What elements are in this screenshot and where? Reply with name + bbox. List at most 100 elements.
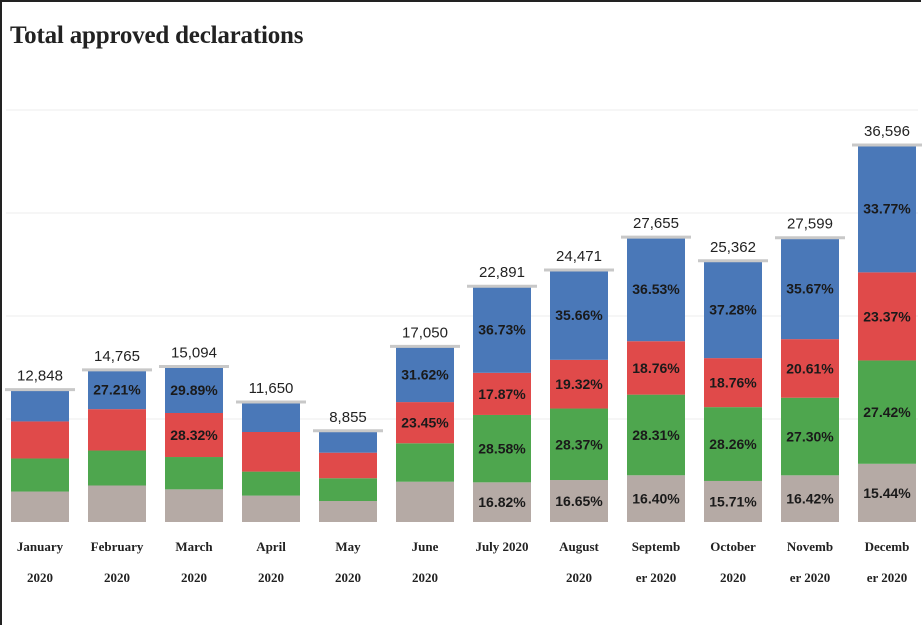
bar-segment-blue xyxy=(165,366,223,414)
bar-segment-green xyxy=(781,397,839,476)
bar-segment-other xyxy=(627,475,685,522)
bar-segment-red xyxy=(396,402,454,444)
segment-percent-label: 36.53% xyxy=(632,281,680,297)
bar-segment-red xyxy=(550,359,608,409)
bar-segment-red xyxy=(319,452,377,479)
bar-segment-other xyxy=(396,481,454,522)
x-tick-label: 2020 xyxy=(566,570,592,585)
x-tick-label: August xyxy=(559,539,599,554)
total-label: 27,655 xyxy=(633,215,679,232)
x-tick-label: 2020 xyxy=(335,570,361,585)
x-tick-label: Decemb xyxy=(865,539,910,554)
x-tick-label: er 2020 xyxy=(636,570,677,585)
segment-percent-label: 33.77% xyxy=(863,201,911,217)
segment-percent-label: 16.82% xyxy=(478,494,526,510)
bar-segment-other xyxy=(165,489,223,522)
segment-percent-label: 17.87% xyxy=(478,386,526,402)
segment-percent-label: 36.73% xyxy=(478,322,526,338)
x-tick-label: er 2020 xyxy=(790,570,831,585)
x-tick-label: October xyxy=(710,539,756,554)
bar-segment-other xyxy=(11,491,69,522)
bar-segment-green xyxy=(11,458,69,492)
total-label: 12,848 xyxy=(17,368,63,385)
segment-percent-label: 28.31% xyxy=(632,427,680,443)
segment-percent-label: 19.32% xyxy=(555,376,603,392)
bar-segment-red xyxy=(627,341,685,395)
bar-segment-blue xyxy=(242,402,300,433)
segment-percent-label: 27.30% xyxy=(786,429,834,445)
segment-percent-label: 23.37% xyxy=(863,308,911,324)
bar-segment-red xyxy=(704,358,762,408)
x-tick-label: 2020 xyxy=(412,570,438,585)
x-tick-label: February xyxy=(91,539,144,554)
total-label: 11,650 xyxy=(249,380,294,397)
x-tick-label: Novemb xyxy=(787,539,833,554)
total-label: 8,855 xyxy=(329,409,367,426)
bar-segment-green xyxy=(396,443,454,482)
x-tick-label: January xyxy=(17,539,64,554)
bar-segment-red xyxy=(11,421,69,459)
x-tick-label: March xyxy=(175,539,213,554)
bar-segment-blue xyxy=(627,237,685,342)
x-tick-label: 2020 xyxy=(720,570,746,585)
bar-segment-green xyxy=(627,394,685,476)
bar-segment-blue xyxy=(704,260,762,359)
bar-segment-blue xyxy=(858,145,916,273)
segment-percent-label: 15.71% xyxy=(709,493,757,509)
bar-segment-red xyxy=(473,372,531,415)
segment-percent-label: 23.45% xyxy=(401,415,449,431)
segment-percent-label: 20.61% xyxy=(786,360,834,376)
total-label: 24,471 xyxy=(556,248,602,265)
total-label: 17,050 xyxy=(402,324,448,341)
segment-percent-label: 18.76% xyxy=(632,360,680,376)
x-tick-label: 2020 xyxy=(104,570,130,585)
bar-segment-green xyxy=(473,414,531,483)
chart-title: Total approved declarations xyxy=(10,22,304,49)
segment-percent-label: 28.32% xyxy=(170,427,218,443)
segment-percent-label: 27.42% xyxy=(863,404,911,420)
segment-percent-label: 29.89% xyxy=(170,382,218,398)
x-tick-label: June xyxy=(412,539,439,554)
bar-segment-other xyxy=(473,482,531,522)
bar-segment-other xyxy=(704,480,762,522)
segment-percent-label: 15.44% xyxy=(863,485,911,501)
x-tick-label: 2020 xyxy=(181,570,207,585)
bar-segment-green xyxy=(550,408,608,481)
bar-segment-green xyxy=(165,457,223,490)
bar-segment-blue xyxy=(88,369,146,410)
x-tick-label: April xyxy=(256,539,286,554)
bar-segment-blue xyxy=(319,430,377,453)
bar-segment-other xyxy=(550,480,608,522)
x-tick-label: er 2020 xyxy=(867,570,908,585)
bar-segment-green xyxy=(88,450,146,486)
segment-percent-label: 35.66% xyxy=(555,307,603,323)
segment-percent-label: 35.67% xyxy=(786,280,834,296)
bar-segment-blue xyxy=(550,269,608,360)
bar-segment-red xyxy=(858,272,916,361)
bar-segment-red xyxy=(242,432,300,472)
bar-segment-red xyxy=(165,413,223,458)
bar-segment-green xyxy=(704,407,762,481)
bar-segment-green xyxy=(858,360,916,464)
segment-percent-label: 28.26% xyxy=(709,436,757,452)
segment-percent-label: 28.58% xyxy=(478,441,526,457)
x-tick-label: May xyxy=(335,539,361,554)
segment-percent-label: 16.65% xyxy=(555,493,603,509)
bar-segment-blue xyxy=(781,237,839,340)
bar-segment-blue xyxy=(396,346,454,403)
x-tick-label: Septemb xyxy=(632,539,680,554)
segment-percent-label: 16.42% xyxy=(786,491,834,507)
segment-percent-label: 37.28% xyxy=(709,301,757,317)
x-tick-label: 2020 xyxy=(258,570,284,585)
segment-percent-label: 18.76% xyxy=(709,375,757,391)
bar-segment-blue xyxy=(11,389,69,422)
bar-segment-red xyxy=(88,409,146,451)
total-label: 25,362 xyxy=(710,239,756,256)
bar-segment-other xyxy=(319,501,377,522)
bar-segment-green xyxy=(319,478,377,502)
total-label: 27,599 xyxy=(787,216,833,233)
total-label: 14,765 xyxy=(94,348,140,365)
total-label: 22,891 xyxy=(479,264,525,281)
